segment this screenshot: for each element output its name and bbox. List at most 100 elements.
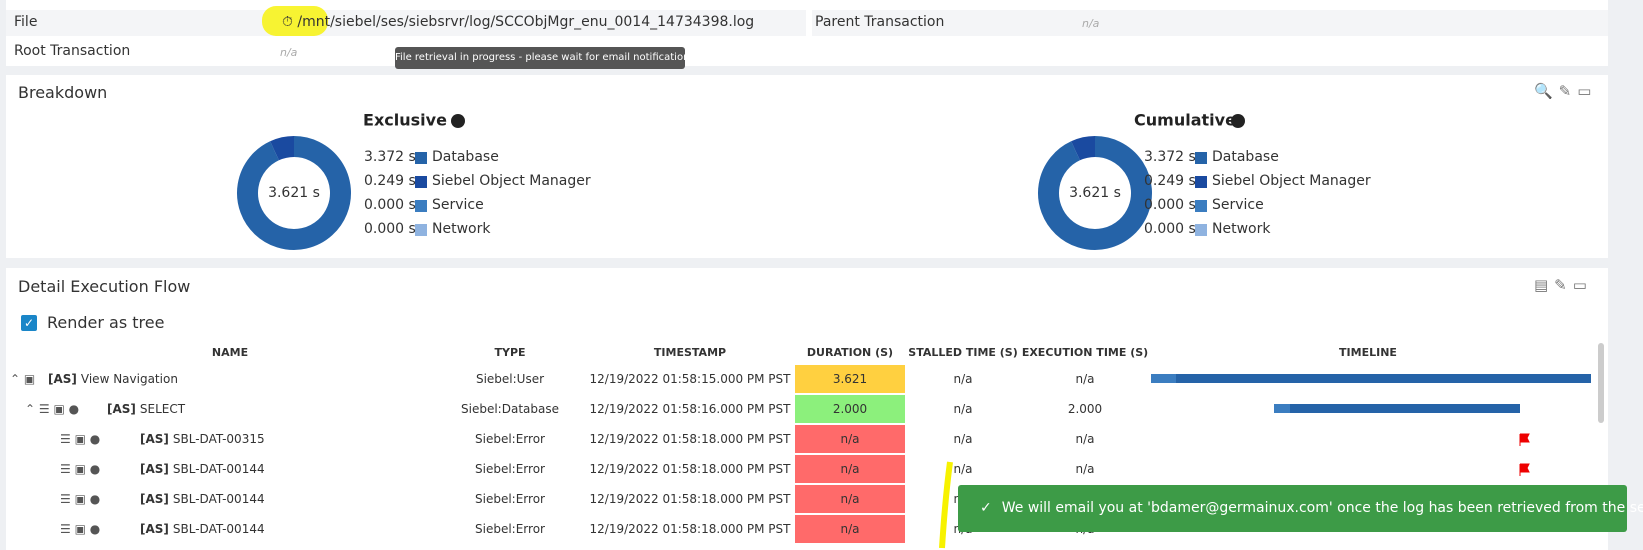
timeline-bar — [1151, 374, 1176, 383]
column-header: TIMESTAMP — [653, 346, 727, 359]
legend-swatch — [1195, 200, 1207, 212]
highlight — [262, 6, 328, 36]
row-duration: 2.000 — [832, 402, 868, 416]
row-duration: 3.621 — [832, 372, 868, 386]
row-tag: [AS] — [107, 402, 136, 416]
row-execution: 2.000 — [1067, 402, 1103, 416]
row-duration: n/a — [840, 462, 860, 476]
render-tree-label[interactable]: Render as tree — [47, 313, 165, 332]
row-tag: [AS] — [140, 432, 169, 446]
row-duration: n/a — [840, 492, 860, 506]
parent-value: n/a — [1082, 17, 1100, 30]
legend-name: Service — [432, 197, 484, 213]
donut-segment — [237, 136, 351, 250]
row-type: Siebel:Error — [475, 432, 545, 446]
panel-icons[interactable]: 🔍✎▭ — [1534, 82, 1598, 100]
row-name-text: SELECT — [139, 402, 186, 416]
file-path[interactable]: ⏱ /mnt/siebel/ses/siebsrvr/log/SCCObjMgr… — [282, 14, 754, 30]
column-header: NAME — [211, 346, 249, 359]
duration-bg — [795, 365, 905, 393]
row-timestamp: 12/19/2022 01:58:18.000 PM PST — [589, 522, 791, 536]
row-icons: ☰ ▣ ● — [60, 432, 101, 446]
row-type: Siebel:Error — [475, 522, 545, 536]
row-name-text: SBL-DAT-00315 — [172, 432, 265, 446]
donut-center: 3.621 s — [268, 185, 320, 201]
parent-label: Parent Transaction — [815, 14, 945, 30]
row-name: [AS] View Navigation — [48, 372, 178, 386]
row-name-text: SBL-DAT-00144 — [172, 462, 265, 476]
row-name-text: SBL-DAT-00144 — [172, 522, 265, 536]
row-stalled: n/a — [953, 402, 973, 416]
legend-value: 0.249 s — [364, 173, 416, 189]
row-stalled: n/a — [953, 462, 973, 476]
column-header: TYPE — [494, 346, 526, 359]
legend-swatch — [415, 152, 427, 164]
duration-bg — [795, 455, 905, 483]
legend-swatch — [1195, 224, 1207, 236]
row-stalled: n/a — [953, 432, 973, 446]
row-stalled: n/a — [953, 372, 973, 386]
row-duration: n/a — [840, 432, 860, 446]
root-label: Root Transaction — [14, 43, 131, 59]
legend-name: Network — [432, 221, 491, 237]
scrollbar[interactable] — [1598, 343, 1604, 423]
timeline-bar — [1274, 404, 1520, 413]
row-execution: n/a — [1075, 372, 1095, 386]
row-execution: n/a — [1075, 432, 1095, 446]
row-bg — [812, 10, 1608, 36]
row-timestamp: 12/19/2022 01:58:16.000 PM PST — [589, 402, 791, 416]
detail-title: Detail Execution Flow — [18, 277, 191, 296]
toast: ✓ We will email you at 'bdamer@germainux.… — [958, 485, 1643, 532]
row-name: [AS] SBL-DAT-00144 — [140, 522, 265, 536]
row-tag: [AS] — [140, 462, 169, 476]
row-tag: [AS] — [48, 372, 77, 386]
flag — [1519, 463, 1530, 476]
donut-segment — [270, 136, 295, 161]
legend-value: 0.000 s — [1144, 221, 1196, 237]
legend-value: 3.372 s — [1144, 149, 1196, 165]
row-type: Siebel:Error — [475, 492, 545, 506]
toast-text: We will email you at 'bdamer@germainux.c… — [1001, 500, 1643, 516]
legend-swatch — [1195, 152, 1207, 164]
legend-name: Database — [432, 149, 499, 165]
row-type: Siebel:User — [475, 372, 545, 386]
row-icons: ⌃ ▣ — [10, 372, 36, 386]
info-icon — [1231, 114, 1245, 128]
row-execution: n/a — [1075, 462, 1095, 476]
row-timestamp: 12/19/2022 01:58:18.000 PM PST — [589, 432, 791, 446]
legend-name: Service — [1212, 197, 1264, 213]
legend-value: 3.372 s — [364, 149, 416, 165]
checkbox[interactable]: ✓ — [21, 315, 37, 331]
row-name-text: View Navigation — [80, 372, 178, 386]
row-duration: n/a — [840, 522, 860, 536]
legend-name: Siebel Object Manager — [432, 173, 591, 189]
legend-swatch — [415, 200, 427, 212]
breakdown-title: Breakdown — [18, 83, 108, 102]
row-timestamp: 12/19/2022 01:58:18.000 PM PST — [589, 462, 791, 476]
duration-bg — [795, 515, 905, 543]
file-path-text[interactable]: /mnt/siebel/ses/siebsrvr/log/SCCObjMgr_e… — [297, 14, 755, 30]
row-timestamp: 12/19/2022 01:58:15.000 PM PST — [589, 372, 791, 386]
legend-value: 0.000 s — [1144, 197, 1196, 213]
column-header: STALLED TIME (S) — [908, 346, 1018, 359]
panel-icons[interactable]: ▤✎▭ — [1534, 276, 1593, 294]
donut-segment — [1038, 136, 1152, 250]
row-name: [AS] SBL-DAT-00315 — [140, 432, 265, 446]
timeline-bar — [1274, 404, 1290, 413]
legend-swatch — [415, 224, 427, 236]
legend-swatch — [415, 176, 427, 188]
file-label: File — [14, 14, 38, 30]
column-header: EXECUTION TIME (S) — [1021, 346, 1149, 359]
legend-name: Database — [1212, 149, 1279, 165]
row-name: [AS] SBL-DAT-00144 — [140, 492, 265, 506]
legend-name: Network — [1212, 221, 1271, 237]
info-icon — [451, 114, 465, 128]
row-timestamp: 12/19/2022 01:58:18.000 PM PST — [589, 492, 791, 506]
legend-name: Siebel Object Manager — [1212, 173, 1371, 189]
duration-bg — [795, 485, 905, 513]
column-header: DURATION (S) — [806, 346, 894, 359]
highlight — [939, 461, 953, 549]
